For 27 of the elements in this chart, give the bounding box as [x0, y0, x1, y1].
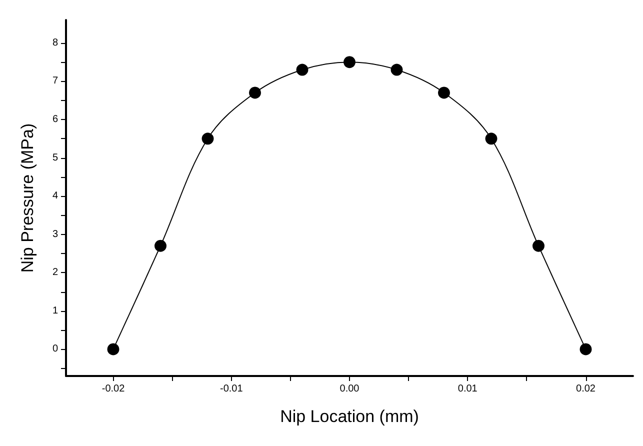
y-axis-title: Nip Pressure (MPa): [18, 123, 37, 273]
y-tick-label: 8: [52, 37, 58, 48]
point: [107, 343, 120, 356]
y-tick-label: 3: [52, 228, 58, 240]
point: [344, 56, 356, 68]
x-tick-label: 0.01: [458, 384, 478, 394]
y-tick-label: 0: [52, 344, 58, 355]
y-tick-label: 5: [52, 152, 58, 164]
y-tick-label: 4: [52, 190, 58, 202]
point: [202, 132, 214, 145]
y-tick-label: 1: [52, 305, 58, 316]
x-axis-title: Nip Location (mm): [280, 407, 419, 426]
x-tick-label: -0.01: [220, 384, 244, 394]
point: [580, 343, 592, 356]
x-tick-label: -0.02: [102, 384, 126, 394]
y-tick-label: 7: [52, 76, 58, 87]
point: [249, 86, 261, 99]
point: [532, 240, 544, 252]
y-tick-label: 6: [52, 114, 58, 126]
point: [390, 64, 403, 76]
point: [154, 240, 166, 252]
point: [296, 64, 308, 76]
x-tick-label: 0.02: [576, 384, 596, 394]
x-tick-label: 0.00: [340, 384, 360, 394]
y-tick-label: 2: [52, 267, 58, 278]
point: [485, 132, 498, 145]
point: [438, 86, 450, 99]
